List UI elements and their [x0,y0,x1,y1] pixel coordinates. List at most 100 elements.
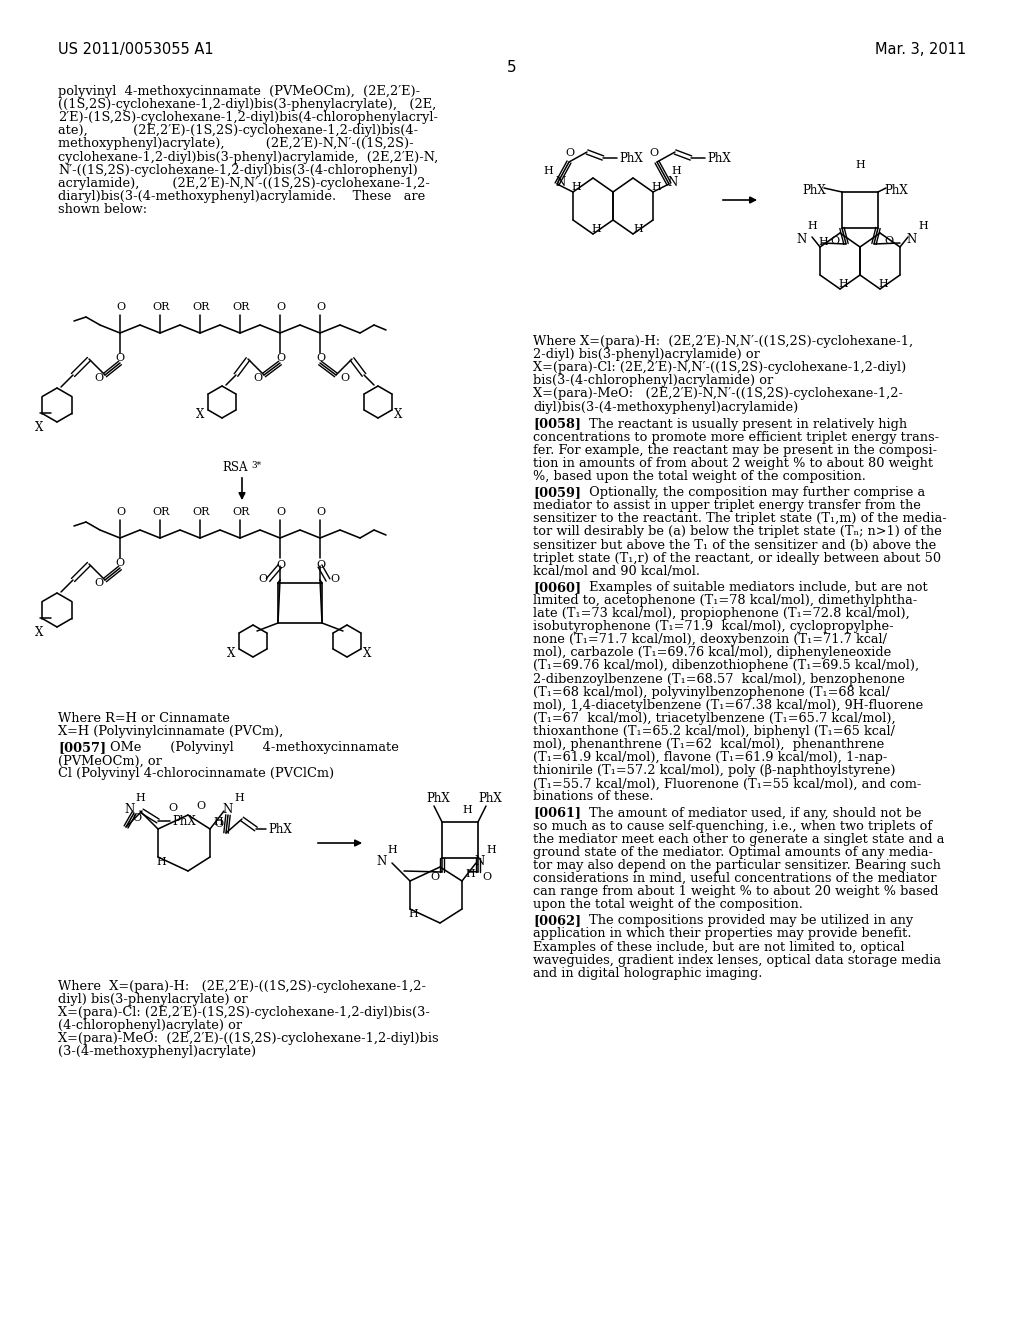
Text: OR: OR [152,302,169,312]
Text: sensitizer but above the T₁ of the sensitizer and (b) above the: sensitizer but above the T₁ of the sensi… [534,539,936,552]
Text: X=(para)-MeO:   (2E,2′E)-N,N′-((1S,2S)-cyclohexane-1,2-: X=(para)-MeO: (2E,2′E)-N,N′-((1S,2S)-cyc… [534,387,903,400]
Text: H: H [234,793,244,803]
Text: O: O [276,560,285,570]
Text: X: X [35,626,43,639]
Text: X=(para)-Cl: (2E,2′E)-N,N′-((1S,2S)-cyclohexane-1,2-diyl): X=(para)-Cl: (2E,2′E)-N,N′-((1S,2S)-cycl… [534,362,906,374]
Text: 2′E)-(1S,2S)-cyclohexane-1,2-diyl)bis(4-chlorophenylacryl-: 2′E)-(1S,2S)-cyclohexane-1,2-diyl)bis(4-… [58,111,438,124]
Text: 3*: 3* [251,461,261,470]
Text: O: O [430,873,439,882]
Text: N: N [796,234,806,246]
Text: application in which their properties may provide benefit.: application in which their properties ma… [534,928,911,940]
Text: OR: OR [152,507,169,517]
Text: (T₁=55.7 kcal/mol), Fluorenone (T₁=55 kcal/mol), and com-: (T₁=55.7 kcal/mol), Fluorenone (T₁=55 kc… [534,777,922,791]
Text: H: H [387,845,396,855]
Text: X: X [196,408,205,421]
Text: kcal/mol and 90 kcal/mol.: kcal/mol and 90 kcal/mol. [534,565,700,578]
Text: H: H [571,182,581,191]
Text: (3-(4-methoxyphenyl)acrylate): (3-(4-methoxyphenyl)acrylate) [58,1045,256,1059]
Text: considerations in mind, useful concentrations of the mediator: considerations in mind, useful concentra… [534,873,937,884]
Text: PhX: PhX [426,792,450,805]
Text: (T₁=69.76 kcal/mol), dibenzothiophene (T₁=69.5 kcal/mol),: (T₁=69.76 kcal/mol), dibenzothiophene (T… [534,660,920,672]
Text: O: O [276,507,285,517]
Text: H: H [651,182,660,191]
Text: tor will desirably be (a) below the triplet state (Tₙ; n>1) of the: tor will desirably be (a) below the trip… [534,525,942,539]
Text: Examples of these include, but are not limited to, optical: Examples of these include, but are not l… [534,941,904,953]
Text: [0061]: [0061] [534,807,581,820]
Text: OR: OR [232,302,250,312]
Text: O: O [316,560,326,570]
Text: thionirile (T₁=57.2 kcal/mol), poly (β-naphthoylstyrene): thionirile (T₁=57.2 kcal/mol), poly (β-n… [534,764,896,777]
Text: H: H [671,166,681,176]
Text: N′-((1S,2S)-cyclohexane-1,2-diyl)bis(3-(4-chlorophenyl): N′-((1S,2S)-cyclohexane-1,2-diyl)bis(3-(… [58,164,418,177]
Text: concentrations to promote more efficient triplet energy trans-: concentrations to promote more efficient… [534,430,939,444]
Text: N: N [474,855,484,869]
Text: OR: OR [232,507,250,517]
Text: N: N [376,855,386,869]
Text: X=(para)-MeO:  (2E,2′E)-((1S,2S)-cyclohexane-1,2-diyl)bis: X=(para)-MeO: (2E,2′E)-((1S,2S)-cyclohex… [58,1032,438,1045]
Text: X: X [362,647,372,660]
Text: (T₁=68 kcal/mol), polyvinylbenzophenone (T₁=68 kcal/: (T₁=68 kcal/mol), polyvinylbenzophenone … [534,685,890,698]
Text: O: O [253,374,262,383]
Text: upon the total weight of the composition.: upon the total weight of the composition… [534,898,803,911]
Text: H: H [838,279,848,289]
Text: H: H [135,793,144,803]
Text: H: H [465,869,475,879]
Text: O: O [649,148,658,158]
Text: binations of these.: binations of these. [534,791,653,804]
Text: O: O [94,374,103,383]
Text: N: N [124,803,134,816]
Text: H: H [855,160,864,170]
Text: US 2011/0053055 A1: US 2011/0053055 A1 [58,42,214,57]
Text: H: H [878,279,888,289]
Text: Mar. 3, 2011: Mar. 3, 2011 [874,42,966,57]
Text: %, based upon the total weight of the composition.: %, based upon the total weight of the co… [534,470,866,483]
Text: limited to, acetophenone (T₁=78 kcal/mol), dimethylphtha-: limited to, acetophenone (T₁=78 kcal/mol… [534,594,918,607]
Text: 2-diyl) bis(3-phenyl)acrylamide) or: 2-diyl) bis(3-phenyl)acrylamide) or [534,348,760,362]
Text: O: O [276,352,285,363]
Text: none (T₁=71.7 kcal/mol), deoxybenzoin (T₁=71.7 kcal/: none (T₁=71.7 kcal/mol), deoxybenzoin (T… [534,634,887,647]
Text: O: O [132,813,141,822]
Text: X=H (Polyvinylcinnamate (PVCm),: X=H (Polyvinylcinnamate (PVCm), [58,725,284,738]
Text: PhX: PhX [478,792,502,805]
Text: N: N [667,176,677,189]
Text: O: O [565,148,574,158]
Text: O: O [316,507,326,517]
Text: H: H [213,817,223,828]
Text: O: O [196,801,205,810]
Text: X: X [227,647,236,660]
Text: H: H [918,220,928,231]
Text: O: O [94,578,103,587]
Text: The compositions provided may be utilized in any: The compositions provided may be utilize… [585,915,913,928]
Text: ((1S,2S)-cyclohexane-1,2-diyl)bis(3-phenylacrylate),   (2E,: ((1S,2S)-cyclohexane-1,2-diyl)bis(3-phen… [58,98,436,111]
Text: The amount of mediator used, if any, should not be: The amount of mediator used, if any, sho… [585,807,922,820]
Text: shown below:: shown below: [58,203,147,216]
Text: can range from about 1 weight % to about 20 weight % based: can range from about 1 weight % to about… [534,886,939,898]
Text: Cl (Polyvinyl 4-chlorocinnamate (PVClCm): Cl (Polyvinyl 4-chlorocinnamate (PVClCm) [58,767,334,780]
Text: O: O [316,302,326,312]
Text: H: H [486,845,496,855]
Text: OR: OR [193,507,209,517]
Text: PhX: PhX [172,814,196,828]
Text: mol), 1,4-diacetylbenzene (T₁=67.38 kcal/mol), 9H-fluorene: mol), 1,4-diacetylbenzene (T₁=67.38 kcal… [534,698,924,711]
Text: late (T₁=73 kcal/mol), propiophenone (T₁=72.8 kcal/mol),: late (T₁=73 kcal/mol), propiophenone (T₁… [534,607,909,620]
Text: O: O [482,873,492,882]
Text: ground state of the mediator. Optimal amounts of any media-: ground state of the mediator. Optimal am… [534,846,933,859]
Text: isobutyrophenone (T₁=71.9  kcal/mol), cyclopropylphe-: isobutyrophenone (T₁=71.9 kcal/mol), cyc… [534,620,894,634]
Text: triplet state (T₁,r) of the reactant, or ideally between about 50: triplet state (T₁,r) of the reactant, or… [534,552,941,565]
Text: O: O [884,236,893,246]
Text: Optionally, the composition may further comprise a: Optionally, the composition may further … [585,486,925,499]
Text: PhX: PhX [707,152,731,165]
Text: (PVMeOCm), or: (PVMeOCm), or [58,754,162,767]
Text: RSA: RSA [222,461,248,474]
Text: PhX: PhX [884,183,907,197]
Text: O: O [115,352,124,363]
Text: O: O [115,558,124,568]
Text: PhX: PhX [802,183,825,197]
Text: O: O [276,302,285,312]
Text: (4-chlorophenyl)acrylate) or: (4-chlorophenyl)acrylate) or [58,1019,242,1032]
Text: O: O [258,574,267,583]
Text: X: X [394,408,402,421]
Text: fer. For example, the reactant may be present in the composi-: fer. For example, the reactant may be pr… [534,444,937,457]
Text: H: H [633,224,643,234]
Text: ate),           (2E,2′E)-(1S,2S)-cyclohexane-1,2-diyl)bis(4-: ate), (2E,2′E)-(1S,2S)-cyclohexane-1,2-d… [58,124,418,137]
